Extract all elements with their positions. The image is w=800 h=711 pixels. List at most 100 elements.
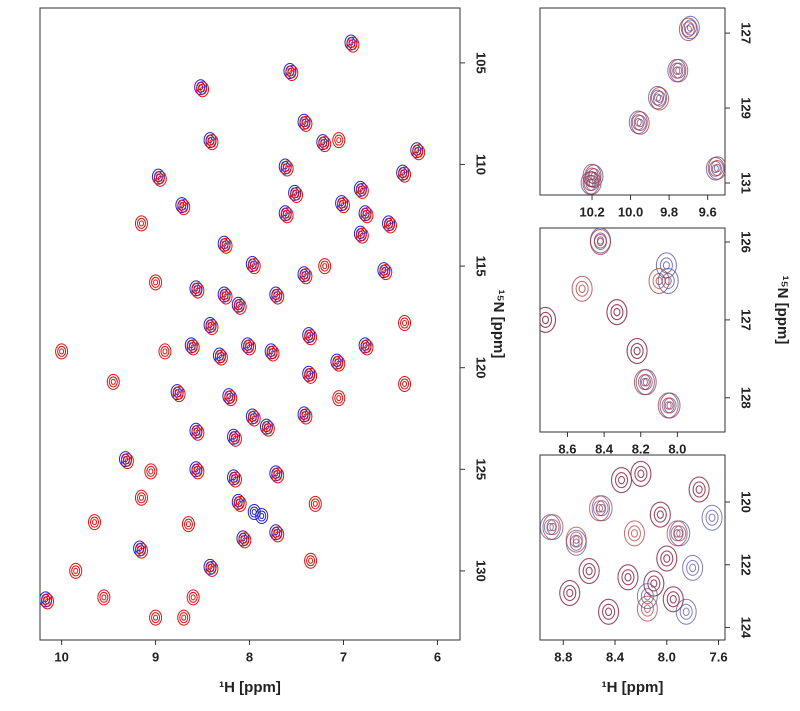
- contour: [666, 591, 680, 608]
- contour: [610, 304, 624, 321]
- peak: [360, 207, 374, 224]
- contour: [271, 288, 285, 305]
- contour: [69, 562, 83, 579]
- x-tick-label: 9.8: [660, 204, 678, 219]
- peak: [332, 132, 346, 149]
- contour: [282, 209, 292, 221]
- y-tick-label: 128: [739, 387, 754, 409]
- contour: [332, 390, 346, 407]
- y-tick-label: 127: [739, 22, 754, 44]
- peak: [177, 609, 191, 626]
- contour: [151, 612, 161, 624]
- contour: [191, 424, 205, 441]
- contour: [541, 315, 549, 325]
- contour: [200, 86, 206, 93]
- contour: [669, 594, 677, 604]
- peak: [304, 367, 318, 384]
- peak: [214, 349, 228, 366]
- contour: [322, 263, 328, 270]
- contour: [652, 90, 666, 107]
- contour: [280, 207, 294, 224]
- contour: [138, 220, 144, 227]
- contour: [653, 506, 667, 523]
- x-tick-label: 8.6: [558, 441, 576, 456]
- peak: [626, 338, 648, 365]
- peak: [669, 58, 689, 83]
- peak: [228, 430, 242, 447]
- x-tick-label: 9.6: [699, 204, 717, 219]
- contour: [357, 185, 367, 197]
- y-tick-label: 127: [739, 309, 754, 331]
- contour: [148, 468, 154, 475]
- contour: [360, 339, 374, 356]
- contour: [412, 144, 426, 161]
- x-tick-label: 10.0: [618, 204, 643, 219]
- contour: [218, 354, 224, 361]
- contour: [303, 120, 309, 127]
- contour: [136, 545, 146, 557]
- peak: [643, 570, 665, 597]
- contour: [643, 604, 651, 613]
- contour: [97, 589, 111, 606]
- peak: [271, 467, 285, 484]
- contour: [245, 341, 255, 353]
- plot-frame: [539, 227, 726, 433]
- contour: [578, 284, 586, 293]
- peak: [540, 306, 556, 333]
- contour: [275, 472, 281, 479]
- contour: [633, 346, 641, 356]
- contour: [334, 134, 344, 146]
- x-tick-label: 10.2: [579, 204, 604, 219]
- peak: [271, 288, 285, 305]
- y-tick-label: 124: [739, 617, 754, 639]
- contour: [336, 360, 342, 367]
- contour: [689, 563, 697, 573]
- contour: [364, 344, 370, 351]
- contour: [235, 498, 245, 510]
- peak: [582, 171, 602, 195]
- peak: [266, 345, 280, 362]
- contour: [664, 401, 672, 410]
- contour: [596, 504, 604, 513]
- contour: [359, 232, 365, 239]
- contour: [289, 70, 295, 77]
- contour: [261, 420, 275, 437]
- peak: [398, 375, 412, 392]
- contour: [650, 579, 658, 588]
- contour: [242, 537, 248, 544]
- contour: [237, 303, 243, 310]
- contour: [249, 506, 259, 518]
- contour: [198, 83, 208, 95]
- peak: [633, 369, 655, 396]
- x-tick-label: 9: [152, 649, 159, 664]
- contour: [228, 430, 242, 447]
- contour: [122, 455, 132, 467]
- y-tick-label: 129: [739, 97, 754, 119]
- contour: [332, 132, 346, 149]
- contour: [627, 525, 641, 542]
- contour: [287, 67, 297, 79]
- contour: [630, 111, 650, 135]
- peak: [565, 526, 587, 553]
- contour: [582, 563, 596, 580]
- contour: [155, 173, 165, 185]
- y-tick-label: 130: [474, 560, 489, 582]
- contour: [177, 199, 191, 216]
- contour: [308, 495, 322, 512]
- peak: [299, 115, 313, 132]
- contour: [271, 526, 285, 543]
- contour: [679, 603, 693, 620]
- contour: [153, 279, 159, 286]
- contour: [710, 160, 724, 177]
- peak: [578, 558, 600, 585]
- contour: [214, 349, 228, 366]
- peaks: [540, 460, 723, 625]
- peak: [304, 552, 318, 569]
- contour: [675, 598, 697, 625]
- contour: [360, 207, 374, 224]
- peak: [542, 514, 564, 541]
- contour: [651, 89, 665, 106]
- contour: [195, 468, 201, 475]
- contour: [640, 377, 648, 387]
- contour: [181, 516, 195, 533]
